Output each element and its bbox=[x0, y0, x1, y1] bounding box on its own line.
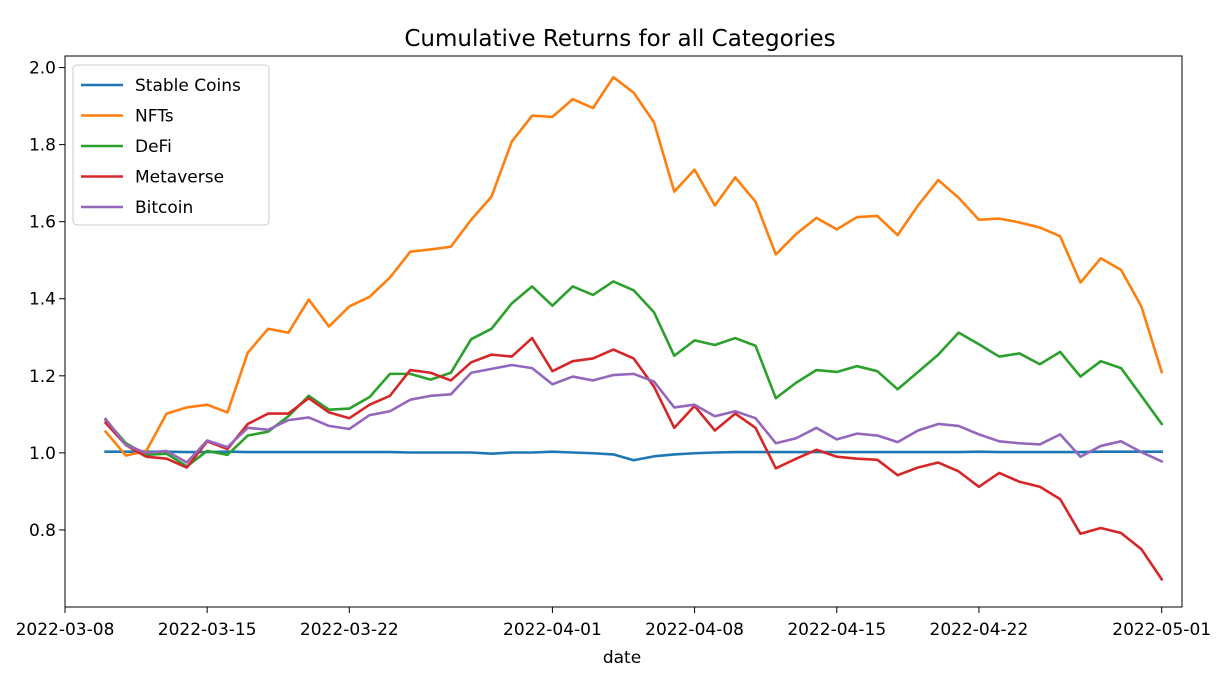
y-tick-label: 1.0 bbox=[29, 444, 56, 464]
plot-frame bbox=[64, 55, 1183, 608]
legend-label: DeFi bbox=[135, 137, 172, 157]
y-tick-label: 1.8 bbox=[29, 136, 56, 156]
y-tick-label: 2.0 bbox=[29, 59, 56, 79]
series-line-4 bbox=[103, 363, 1164, 464]
legend: Stable Coins NFTs DeFi Metaverse Bitcoin bbox=[72, 64, 270, 226]
series-layer bbox=[103, 75, 1164, 582]
x-tick-label: 2022-03-22 bbox=[300, 620, 399, 640]
y-axis: 0.8 1.0 1.2 1.4 1.6 1.8 2.0 bbox=[29, 59, 65, 541]
series-line-2 bbox=[103, 280, 1164, 468]
y-tick-label: 1.4 bbox=[29, 290, 56, 310]
x-tick-label: 2022-04-08 bbox=[645, 620, 744, 640]
x-tick-label: 2022-03-08 bbox=[16, 620, 115, 640]
x-tick-label: 2022-04-01 bbox=[503, 620, 602, 640]
x-tick-label: 2022-04-15 bbox=[787, 620, 886, 640]
series-line-1 bbox=[103, 75, 1164, 457]
x-tick-label: 2022-03-15 bbox=[158, 620, 257, 640]
legend-label: Metaverse bbox=[135, 168, 224, 188]
x-axis-label: date bbox=[603, 648, 641, 668]
series-line-3 bbox=[103, 336, 1164, 582]
x-tick-label: 2022-04-22 bbox=[930, 620, 1029, 640]
x-tick-label: 2022-05-01 bbox=[1112, 620, 1211, 640]
y-tick-label: 0.8 bbox=[29, 521, 56, 541]
x-axis: 2022-03-08 2022-03-15 2022-03-22 2022-04-01… bbox=[16, 607, 1211, 640]
legend-label: Bitcoin bbox=[135, 198, 193, 218]
legend-box bbox=[72, 64, 270, 226]
y-tick-label: 1.2 bbox=[29, 367, 56, 387]
legend-label: Stable Coins bbox=[135, 76, 241, 96]
series-line-0 bbox=[104, 450, 1163, 462]
chart-title: Cumulative Returns for all Categories bbox=[404, 26, 835, 52]
legend-label: NFTs bbox=[135, 107, 174, 127]
y-tick-label: 1.6 bbox=[29, 213, 56, 233]
